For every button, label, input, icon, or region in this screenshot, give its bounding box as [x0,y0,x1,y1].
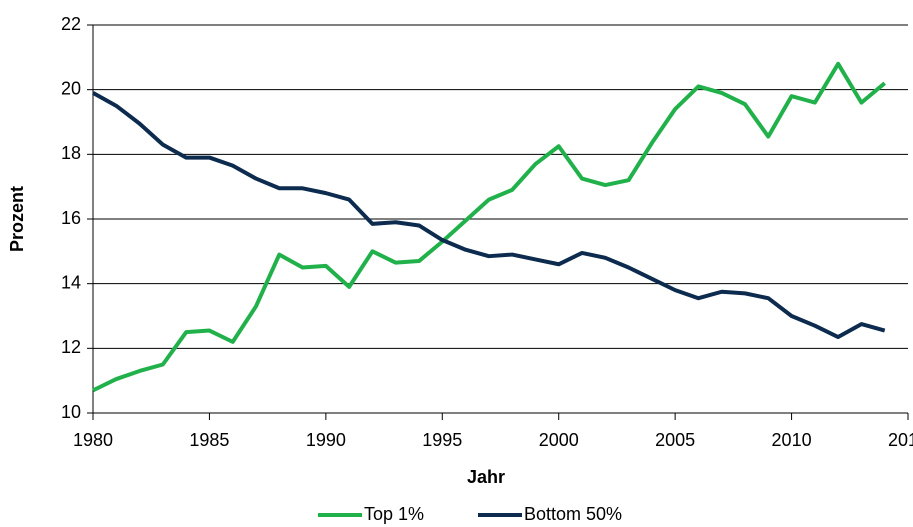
x-tick-label: 1990 [306,430,346,450]
x-tick-label: 2000 [539,430,579,450]
x-tick-label: 1995 [422,430,462,450]
series-line [92,91,886,340]
y-tick-label: 18 [61,143,81,163]
series-line [92,61,886,393]
y-tick-label: 20 [61,78,81,98]
x-tick-label: 1980 [73,430,113,450]
y-tick-label: 14 [61,272,81,292]
x-tick-label: 2005 [655,430,695,450]
legend-label: Top 1% [364,504,424,524]
y-axis-label: Prozent [7,186,27,252]
y-tick-label: 12 [61,337,81,357]
x-tick-label: 2010 [772,430,812,450]
x-tick-label: 2015 [888,430,913,450]
x-axis-label: Jahr [467,467,505,487]
y-tick-label: 16 [61,208,81,228]
legend-label: Bottom 50% [524,504,622,524]
y-tick-label: 10 [61,402,81,422]
x-tick-label: 1985 [189,430,229,450]
y-tick-label: 22 [61,14,81,34]
